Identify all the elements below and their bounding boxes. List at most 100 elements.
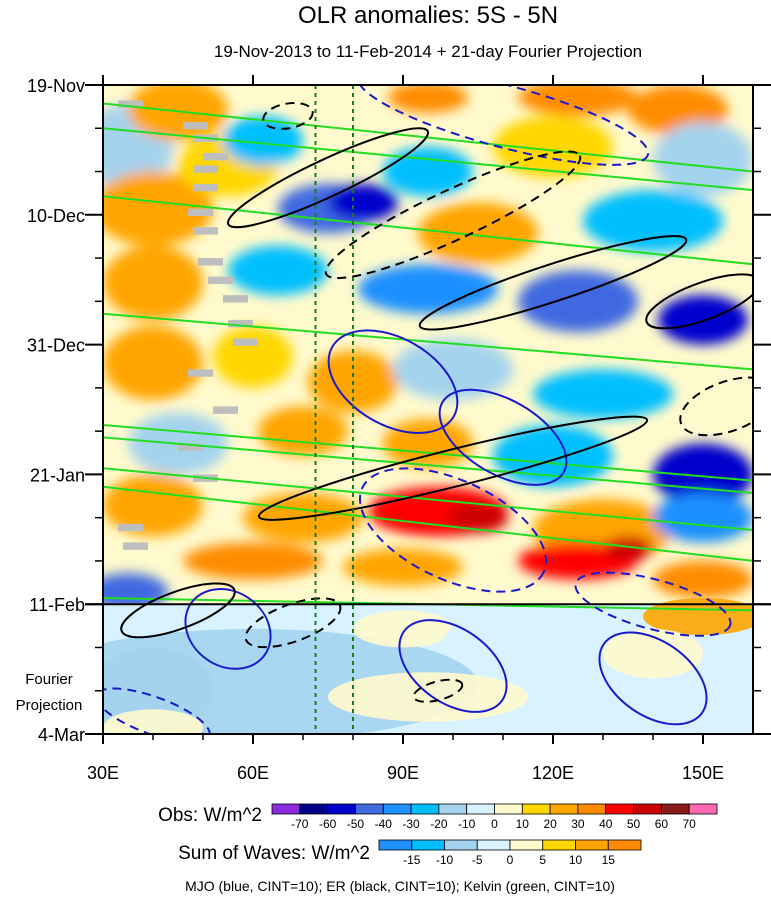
y-tick-label-0: 19-Nov — [27, 76, 85, 96]
obs-colorbar-level-12: 50 — [627, 817, 641, 831]
obs-colorbar-swatch-2 — [327, 803, 356, 815]
missing-data-block-15 — [178, 443, 203, 451]
anomaly-blob-16 — [228, 245, 328, 296]
obs-colorbar-swatch-3 — [355, 803, 384, 815]
obs-colorbar-swatch-14 — [660, 803, 690, 815]
projection-blob-6 — [328, 672, 528, 722]
anomaly-blob-39 — [603, 536, 653, 561]
missing-data-block-7 — [193, 227, 218, 235]
missing-data-block-18 — [123, 542, 148, 550]
x-tick-label-1: 60E — [237, 763, 269, 783]
x-tick-label-4: 150E — [682, 763, 724, 783]
waves-colorbar-swatch-6 — [575, 839, 609, 851]
x-tick-label-3: 120E — [532, 763, 574, 783]
anomaly-blob-15 — [103, 245, 203, 320]
mjo-contour-4 — [598, 631, 708, 726]
missing-data-block-1 — [183, 122, 208, 130]
mjo-contour-0 — [184, 588, 272, 670]
anomaly-blob-35 — [653, 492, 753, 543]
mjo-contour-8 — [103, 687, 211, 734]
anomaly-blob-10 — [628, 85, 728, 135]
missing-data-block-11 — [228, 319, 253, 328]
er-contour-7 — [679, 376, 753, 437]
obs-colorbar-level-6: -10 — [458, 817, 476, 831]
er-contour-6 — [262, 101, 314, 130]
missing-data-block-14 — [213, 406, 238, 414]
missing-data-block-13 — [188, 369, 213, 377]
obs-colorbar-swatch-11 — [577, 803, 607, 815]
anomaly-blob-33 — [448, 502, 508, 534]
projection-label-line2: Projection — [16, 697, 83, 714]
missing-data-block-0 — [118, 100, 143, 108]
projection-label-line1: Fourier — [25, 671, 73, 688]
er-contour-3 — [645, 273, 753, 330]
obs-colorbar-level-11: 40 — [599, 817, 613, 831]
anomaly-blob-19 — [658, 295, 748, 345]
er-contour-5 — [324, 150, 582, 280]
obs-colorbar-swatch-15 — [688, 803, 718, 815]
waves-colorbar-level-6: 15 — [602, 853, 616, 867]
obs-colorbar-level-1: -60 — [319, 817, 337, 831]
projection-blob-4 — [643, 598, 753, 636]
obs-colorbar-label: Obs: W/m^2 — [158, 805, 262, 826]
waves-colorbar-level-3: 0 — [507, 853, 514, 867]
mjo-contours — [103, 85, 732, 734]
missing-data-block-3 — [203, 152, 228, 161]
kelvin-contour-4 — [103, 423, 753, 482]
y-tick-label-2: 31-Dec — [27, 336, 85, 356]
obs-colorbar-level-0: -70 — [291, 817, 309, 831]
anomaly-blob-17 — [358, 264, 498, 314]
y-tick-label-5: 4-Mar — [38, 725, 85, 745]
chart-subtitle: 19-Nov-2013 to 11-Feb-2014 + 21-day Four… — [214, 42, 642, 61]
obs-colorbar-swatch-9 — [521, 803, 551, 815]
obs-colorbar-swatch-7 — [466, 803, 495, 815]
er-contour-8 — [244, 597, 342, 649]
obs-colorbar-swatch-10 — [549, 803, 579, 815]
obs-colorbar-level-7: 0 — [491, 817, 498, 831]
anomaly-blob-18 — [518, 270, 638, 333]
obs-colorbar-swatch-6 — [438, 803, 468, 815]
waves-colorbar-swatch-0 — [378, 839, 413, 851]
er-contour-2 — [257, 415, 649, 521]
waves-colorbar-level-2: -5 — [472, 853, 483, 867]
anomaly-blob-41 — [653, 560, 753, 599]
x-tick-label-2: 90E — [387, 763, 419, 783]
chart-title: OLR anomalies: 5S - 5N — [298, 2, 558, 29]
obs-colorbar-swatch-13 — [633, 803, 662, 815]
anomaly-blob-20 — [103, 326, 203, 401]
projection-blob-5 — [603, 628, 703, 679]
er-contour-4 — [120, 582, 236, 639]
obs-colorbar-level-10: 30 — [571, 817, 585, 831]
obs-colorbar-level-8: 10 — [516, 817, 530, 831]
obs-colorbar-level-2: -50 — [347, 817, 365, 831]
obs-colorbar-swatch-4 — [382, 803, 412, 815]
obs-colorbar-swatch-8 — [494, 803, 523, 815]
missing-data-block-17 — [118, 523, 143, 532]
missing-data-block-10 — [223, 295, 248, 303]
anomaly-blob-2 — [103, 171, 213, 246]
waves-colorbar-swatch-3 — [476, 839, 511, 851]
projection-field — [103, 598, 753, 734]
waves-colorbar-level-1: -10 — [436, 853, 454, 867]
mjo-contour-3 — [398, 619, 508, 713]
waves-colorbar-level-0: -15 — [403, 853, 421, 867]
obs-colorbar-swatch-12 — [605, 803, 634, 815]
anomaly-blob-24 — [533, 369, 673, 419]
waves-colorbar-swatch-1 — [411, 839, 445, 851]
kelvin-contour-6 — [103, 467, 753, 532]
y-tick-label-1: 10-Dec — [27, 206, 85, 226]
obs-colorbar-level-4: -30 — [402, 817, 420, 831]
missing-data-block-8 — [198, 258, 223, 266]
anomaly-blob-26 — [258, 406, 348, 456]
anomaly-blob-37 — [343, 548, 463, 586]
anomaly-blob-13 — [418, 202, 538, 265]
kelvin-contour-3 — [103, 312, 753, 371]
anomaly-blob-7 — [383, 146, 473, 197]
obs-colorbar-level-14: 70 — [683, 817, 697, 831]
waves-colorbar-swatch-5 — [542, 839, 576, 851]
waves-colorbar-swatch-2 — [444, 839, 478, 851]
obs-colorbar-level-3: -40 — [375, 817, 393, 831]
waves-colorbar-level-4: 5 — [539, 853, 546, 867]
er-contour-1 — [418, 235, 688, 331]
